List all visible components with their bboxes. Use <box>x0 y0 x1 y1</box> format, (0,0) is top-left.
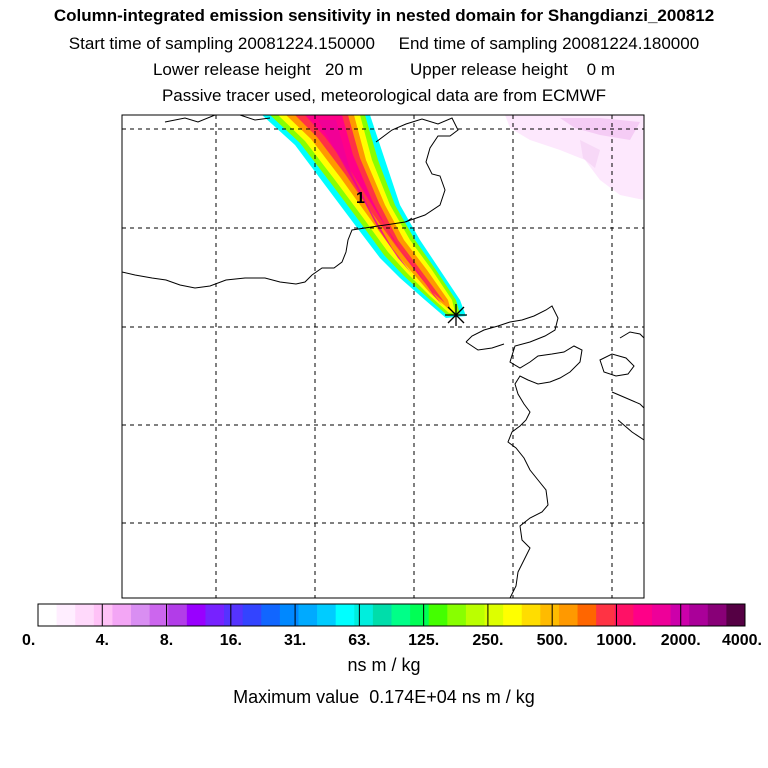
plume-label: 1 <box>356 190 365 207</box>
colorbar-swatch <box>503 604 523 626</box>
faint-sensitivity-region <box>505 115 644 200</box>
colorbar-swatch <box>689 604 709 626</box>
colorbar-swatch <box>168 604 188 626</box>
colorbar-swatch <box>707 604 727 626</box>
colorbar-tick-label: 0. <box>22 632 35 649</box>
colorbar-tick-label: 1000. <box>596 632 636 649</box>
map-area: 1 <box>122 115 644 598</box>
colorbar-swatch <box>93 604 113 626</box>
colorbar <box>37 603 746 627</box>
colorbar-tick-label: 250. <box>472 632 503 649</box>
colorbar-tick-label: 63. <box>348 632 370 649</box>
colorbar-swatch <box>242 604 262 626</box>
colorbar-swatch <box>298 604 318 626</box>
colorbar-swatch <box>521 604 541 626</box>
colorbar-swatch <box>205 604 225 626</box>
colorbar-swatch <box>577 604 597 626</box>
release-height-line: Lower release height 20 m Upper release … <box>152 60 616 79</box>
colorbar-swatch <box>149 604 169 626</box>
colorbar-frame <box>37 603 746 627</box>
colorbar-tick-label: 4. <box>96 632 109 649</box>
colorbar-swatch <box>484 604 504 626</box>
colorbar-swatch <box>633 604 653 626</box>
colorbar-tick-label: 2000. <box>661 632 701 649</box>
colorbar-swatch <box>410 604 430 626</box>
lat-lon-grid <box>122 115 644 598</box>
colorbar-tick-labels: 0. 4. 8. 16. 31. 63. 125. 250. 500. 1000. 2000. 400… <box>22 632 762 649</box>
colorbar-swatch <box>558 604 579 626</box>
colorbar-tick-label: 16. <box>220 632 242 649</box>
colorbar-swatch <box>38 604 58 626</box>
colorbar-swatch <box>651 604 672 626</box>
colorbar-swatch <box>335 604 355 626</box>
tracer-info-line: Passive tracer used, meteorological data… <box>161 86 607 105</box>
colorbar-tick-label: 8. <box>160 632 173 649</box>
chart-title: Column-integrated emission sensitivity i… <box>53 6 715 25</box>
emission-plume <box>262 115 466 318</box>
colorbar-swatch <box>224 604 244 626</box>
colorbar-swatch <box>261 604 281 626</box>
receptor-star-marker <box>445 304 467 326</box>
colorbar-tick-label: 500. <box>537 632 568 649</box>
colorbar-swatch <box>726 604 746 626</box>
colorbar-swatch <box>596 604 616 626</box>
coastlines <box>122 115 644 598</box>
colorbar-swatch <box>391 604 411 626</box>
colorbar-tick-label: 31. <box>284 632 306 649</box>
map-frame <box>121 114 645 599</box>
colorbar-swatch <box>131 604 151 626</box>
colorbar-swatch <box>56 604 76 626</box>
colorbar-swatch <box>186 604 206 626</box>
units-label: ns m / kg <box>347 655 421 675</box>
colorbar-swatch <box>670 604 690 626</box>
colorbar-swatch <box>447 604 467 626</box>
sampling-time-line: Start time of sampling 20081224.150000 E… <box>68 34 700 53</box>
colorbar-tick-label: 125. <box>408 632 439 649</box>
colorbar-swatch <box>372 604 392 626</box>
colorbar-swatch <box>279 604 299 626</box>
colorbar-swatch <box>465 604 486 626</box>
colorbar-swatch <box>354 604 374 626</box>
colorbar-swatch <box>614 604 634 626</box>
colorbar-swatch <box>317 604 337 626</box>
colorbar-swatch <box>75 604 95 626</box>
max-value-label: Maximum value 0.174E+04 ns m / kg <box>233 687 535 707</box>
colorbar-swatch <box>112 604 132 626</box>
colorbar-tick-label: 4000. <box>722 632 762 649</box>
colorbar-swatch <box>540 604 560 626</box>
colorbar-swatch <box>428 604 448 626</box>
